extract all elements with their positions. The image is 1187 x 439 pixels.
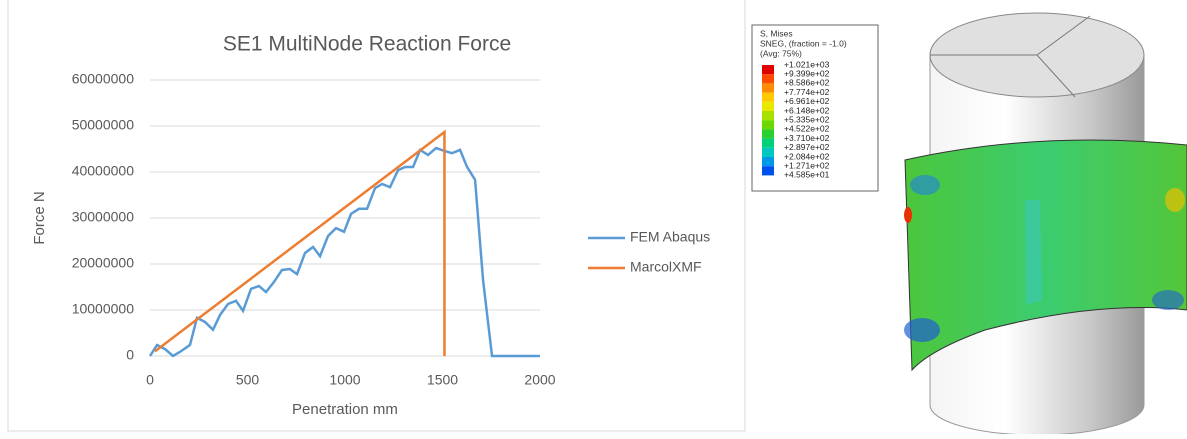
contour-legend-title: S, Mises [760,28,793,38]
y-axis-title: Force N [31,191,48,244]
x-tick-label: 1000 [329,372,360,388]
x-tick-label: 2000 [524,372,555,388]
x-axis-title: Penetration mm [292,401,398,418]
contour-band [762,148,774,157]
y-tick-label: 10000000 [72,301,135,317]
y-tick-label: 0 [126,347,134,363]
contour-band [762,111,774,120]
y-tick-label: 60000000 [72,71,135,87]
x-tick-label: 1500 [427,372,458,388]
contour-band [762,157,774,166]
x-tick-label: 500 [236,372,260,388]
fem-render [904,13,1187,434]
y-tick-label: 40000000 [72,163,135,179]
contour-level: +4.585e+01 [784,170,830,180]
contour-band [762,139,774,148]
contour-band [762,93,774,102]
contour-band [762,129,774,138]
y-tick-label: 30000000 [72,209,135,225]
chart-title: SE1 MultiNode Reaction Force [223,33,511,56]
page: SE1 MultiNode Reaction Force Force N Pen… [0,0,1187,434]
legend-label: FEM Abaqus [630,229,710,245]
contour-band [762,102,774,111]
x-tick-label: 0 [146,372,154,388]
contour-legend-title: (Avg: 75%) [760,48,802,58]
contour-band [762,166,774,175]
contour-legend-title: SNEG, (fraction = -1.0) [760,38,847,48]
contour-band [762,120,774,129]
contour-band [762,83,774,92]
y-tick-label: 50000000 [72,117,135,133]
legend-label: MarcolXMF [630,259,702,275]
y-tick-label: 20000000 [72,255,135,271]
contour-band [762,65,774,74]
contour-band [762,74,774,83]
